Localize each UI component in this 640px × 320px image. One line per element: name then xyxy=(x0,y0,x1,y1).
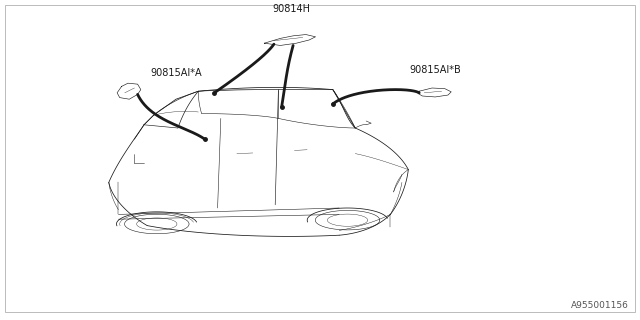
Text: A955001156: A955001156 xyxy=(571,301,628,310)
Text: 90814H: 90814H xyxy=(272,4,310,14)
Text: 90815AI*B: 90815AI*B xyxy=(410,65,461,75)
Text: 90815AI*A: 90815AI*A xyxy=(150,68,202,78)
